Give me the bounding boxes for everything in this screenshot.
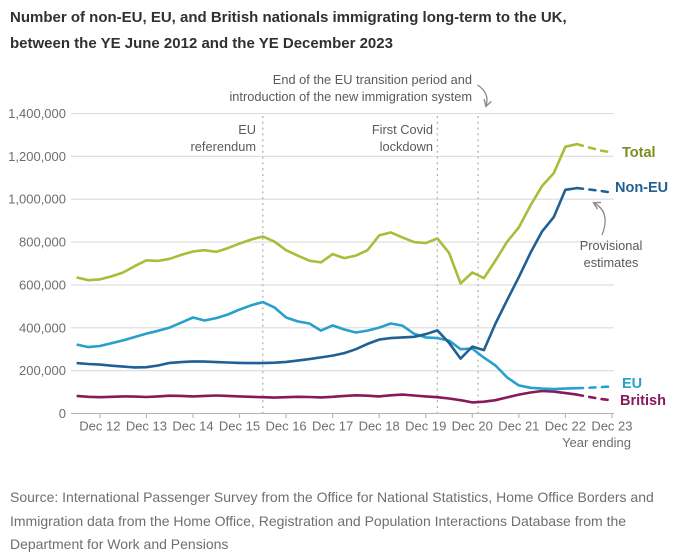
annotation-line: estimates: [583, 254, 639, 270]
annotation-provisional-estimates: Provisional estimates: [551, 238, 671, 271]
annotation-first-covid-lockdown: First Covid lockdown: [313, 122, 433, 155]
page-title: Number of non-EU, EU, and British nation…: [10, 9, 567, 52]
annotation-line: lockdown: [379, 138, 433, 154]
annotation-line: Provisional: [579, 238, 643, 253]
x-tick-label: Dec 18: [359, 419, 400, 434]
total-line: [76, 142, 578, 285]
eu-line-provisional: [575, 385, 614, 390]
british-line-provisional: [575, 393, 614, 402]
x-tick-label: Dec 20: [452, 419, 493, 434]
x-tick-label: Dec 14: [172, 419, 213, 434]
annotation-line: First Covid: [371, 122, 433, 137]
x-tick-label: Dec 15: [219, 419, 260, 434]
annotation-line: introduction of the new immigration syst…: [229, 88, 472, 104]
y-tick-label: 400,000: [19, 320, 66, 335]
y-tick-label: 200,000: [19, 363, 66, 378]
total-line-provisional: [575, 142, 614, 154]
y-tick-label: 0: [59, 406, 66, 421]
annotation-eu-transition: End of the EU transition period and intr…: [194, 72, 472, 105]
series-label-total: Total: [622, 145, 656, 161]
x-tick-label: Dec 21: [498, 419, 539, 434]
annotation-eu-referendum: EU referendum: [136, 122, 256, 155]
x-tick-label: Dec 16: [265, 419, 306, 434]
provisional-annotation-arrow-icon: [592, 201, 606, 236]
y-tick-label: 800,000: [19, 235, 66, 250]
x-tick-label: Dec 23: [591, 419, 632, 434]
y-tick-label: 1,000,000: [8, 192, 66, 207]
series-label-eu: EU: [622, 376, 643, 392]
eu-line: [76, 300, 578, 391]
transition-annotation-arrow-icon: [477, 84, 492, 108]
x-tick-label: Dec 17: [312, 419, 353, 434]
source-note: Source: International Passenger Survey f…: [10, 489, 654, 552]
series-label-non-eu: Non-EU: [615, 180, 669, 196]
x-tick-label: Dec 22: [545, 419, 586, 434]
x-tick-label: Dec 19: [405, 419, 446, 434]
annotation-line: End of the EU transition period and: [272, 72, 472, 87]
non-eu-line: [76, 186, 578, 369]
x-tick-label: Dec 12: [79, 419, 120, 434]
x-axis-title: Year ending: [562, 435, 631, 450]
y-tick-label: 1,400,000: [8, 106, 66, 121]
british-line: [76, 389, 578, 404]
annotation-line: EU: [238, 122, 256, 137]
annotation-line: referendum: [190, 138, 256, 154]
series-label-british: British: [620, 393, 666, 409]
y-tick-label: 600,000: [19, 277, 66, 292]
non-eu-line-provisional: [575, 186, 614, 194]
x-tick-label: Dec 13: [126, 419, 167, 434]
y-tick-label: 1,200,000: [8, 149, 66, 164]
